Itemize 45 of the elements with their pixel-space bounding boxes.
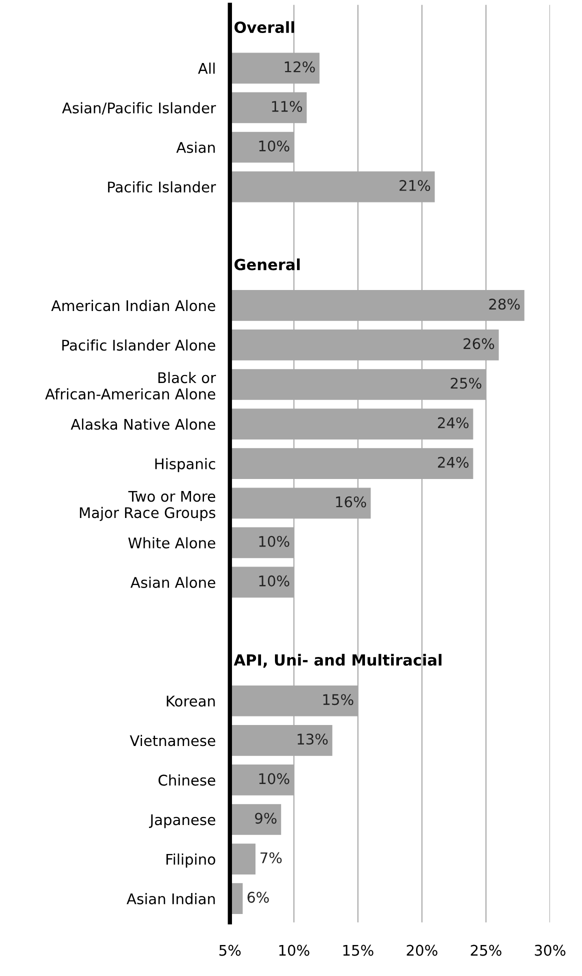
data-label: 24% [438,456,469,468]
x-tick-label: 25% [470,944,502,956]
y-tick-label: Filipino [166,854,216,868]
y-tick-label: All [198,62,215,74]
data-label: 10% [259,773,290,784]
data-label: 28% [489,298,520,310]
y-tick-label: Alaska Native Alone [70,418,216,430]
y-tick-label: Overall [234,21,294,34]
data-label: 21% [400,180,430,192]
x-tick-label: 5% [219,944,241,956]
data-label: 10% [259,536,290,547]
data-label: 26% [464,338,494,350]
y-tick-label: Asian Indian [126,893,215,904]
y-tick-label: API, Uni- and Multiracial [234,654,442,668]
data-label: 25% [450,378,482,389]
y-tick-label: Asian/Pacific Islander [62,102,216,115]
y-tick-label: General [234,258,300,270]
y-tick-label: Asian [176,142,215,153]
data-label: 7% [260,852,282,864]
y-tick-label: Two or More Major Race Groups [80,490,216,521]
data-label: 9% [255,812,276,824]
x-tick-label: 30% [534,944,566,956]
data-label: 13% [298,734,328,745]
x-tick-label: 15% [343,944,374,956]
data-label: 24% [438,417,469,428]
data-label: 16% [336,496,366,508]
y-tick-label: Hispanic [155,458,216,472]
x-tick-label: 20% [406,944,438,956]
y-tick-label: American Indian Alone [51,300,216,312]
data-label: 11% [272,100,302,112]
y-tick-label: Pacific Islander [108,181,216,193]
data-label: 15% [323,694,354,706]
data-label: 12% [284,61,315,72]
y-tick-label: Korean [166,696,215,707]
data-label: 6% [248,892,269,903]
y-tick-label: Black or African-American Alone [45,372,216,400]
y-tick-label: Vietnamese [130,734,216,746]
y-tick-label: Asian Alone [130,576,216,588]
y-tick-label: Japanese [149,814,216,828]
x-tick-label: 10% [279,944,310,956]
y-tick-label: Pacific Islander Alone [62,339,216,351]
y-tick-label: White Alone [128,537,216,548]
y-tick-label: Chinese [158,774,216,786]
data-label: 10% [259,140,290,152]
data-label: 10% [259,575,290,586]
